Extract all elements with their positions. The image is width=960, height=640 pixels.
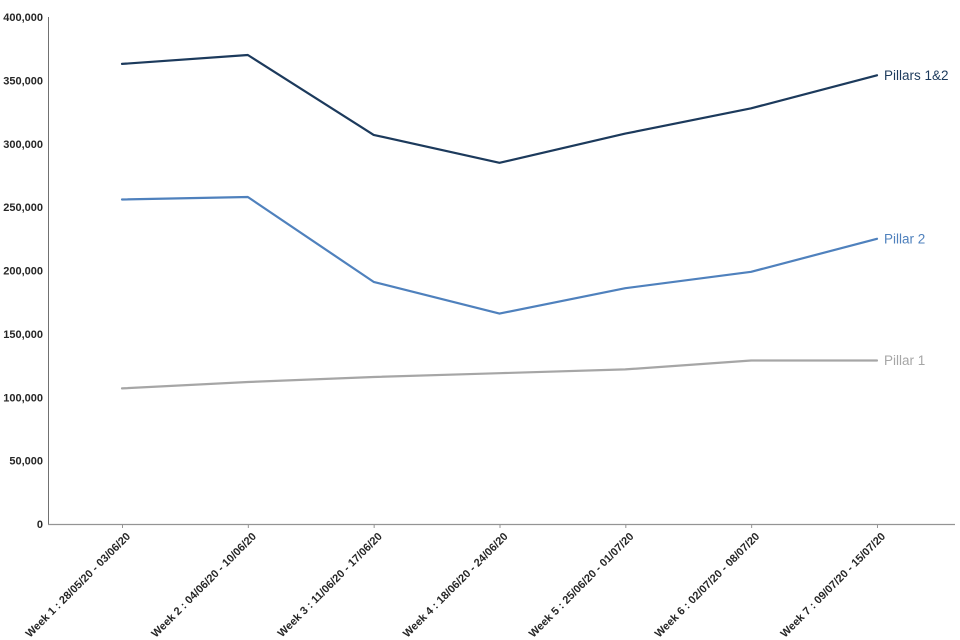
series-line-pillar-2 (120, 195, 879, 315)
series-line-pillar-1 (120, 359, 879, 390)
x-category-label: Week 3 : 11/06/20 - 17/06/20 (276, 531, 385, 640)
series-line-pillars-1-2 (120, 53, 879, 164)
x-category-label: Week 7 : 09/07/20 - 15/07/20 (779, 531, 889, 640)
y-tick-label: 200,000 (3, 266, 43, 278)
x-category-label: Week 4 : 18/06/20 - 24/06/20 (401, 531, 511, 640)
y-tick-label: 100,000 (3, 392, 43, 404)
y-tick-label: 300,000 (3, 139, 43, 151)
series-label-pillar-2: Pillar 2 (884, 231, 925, 246)
series-label-pillar-1: Pillar 1 (884, 353, 925, 368)
x-category-label: Week 2 : 04/06/20 - 10/06/20 (149, 531, 259, 640)
y-tick-label: 400,000 (3, 12, 43, 24)
x-category-label: Week 1 : 28/05/20 - 03/06/20 (24, 531, 134, 640)
series-label-pillars-1-2: Pillars 1&2 (884, 68, 949, 83)
x-category-label: Week 6 : 02/07/20 - 08/07/20 (653, 531, 763, 640)
y-tick-label: 250,000 (3, 202, 43, 214)
y-tick-label: 150,000 (3, 329, 43, 341)
y-tick-label: 350,000 (3, 75, 43, 87)
x-category-label: Week 5 : 25/06/20 - 01/07/20 (527, 531, 637, 640)
y-tick-label: 50,000 (9, 456, 43, 468)
y-tick-label: 0 (37, 519, 43, 531)
